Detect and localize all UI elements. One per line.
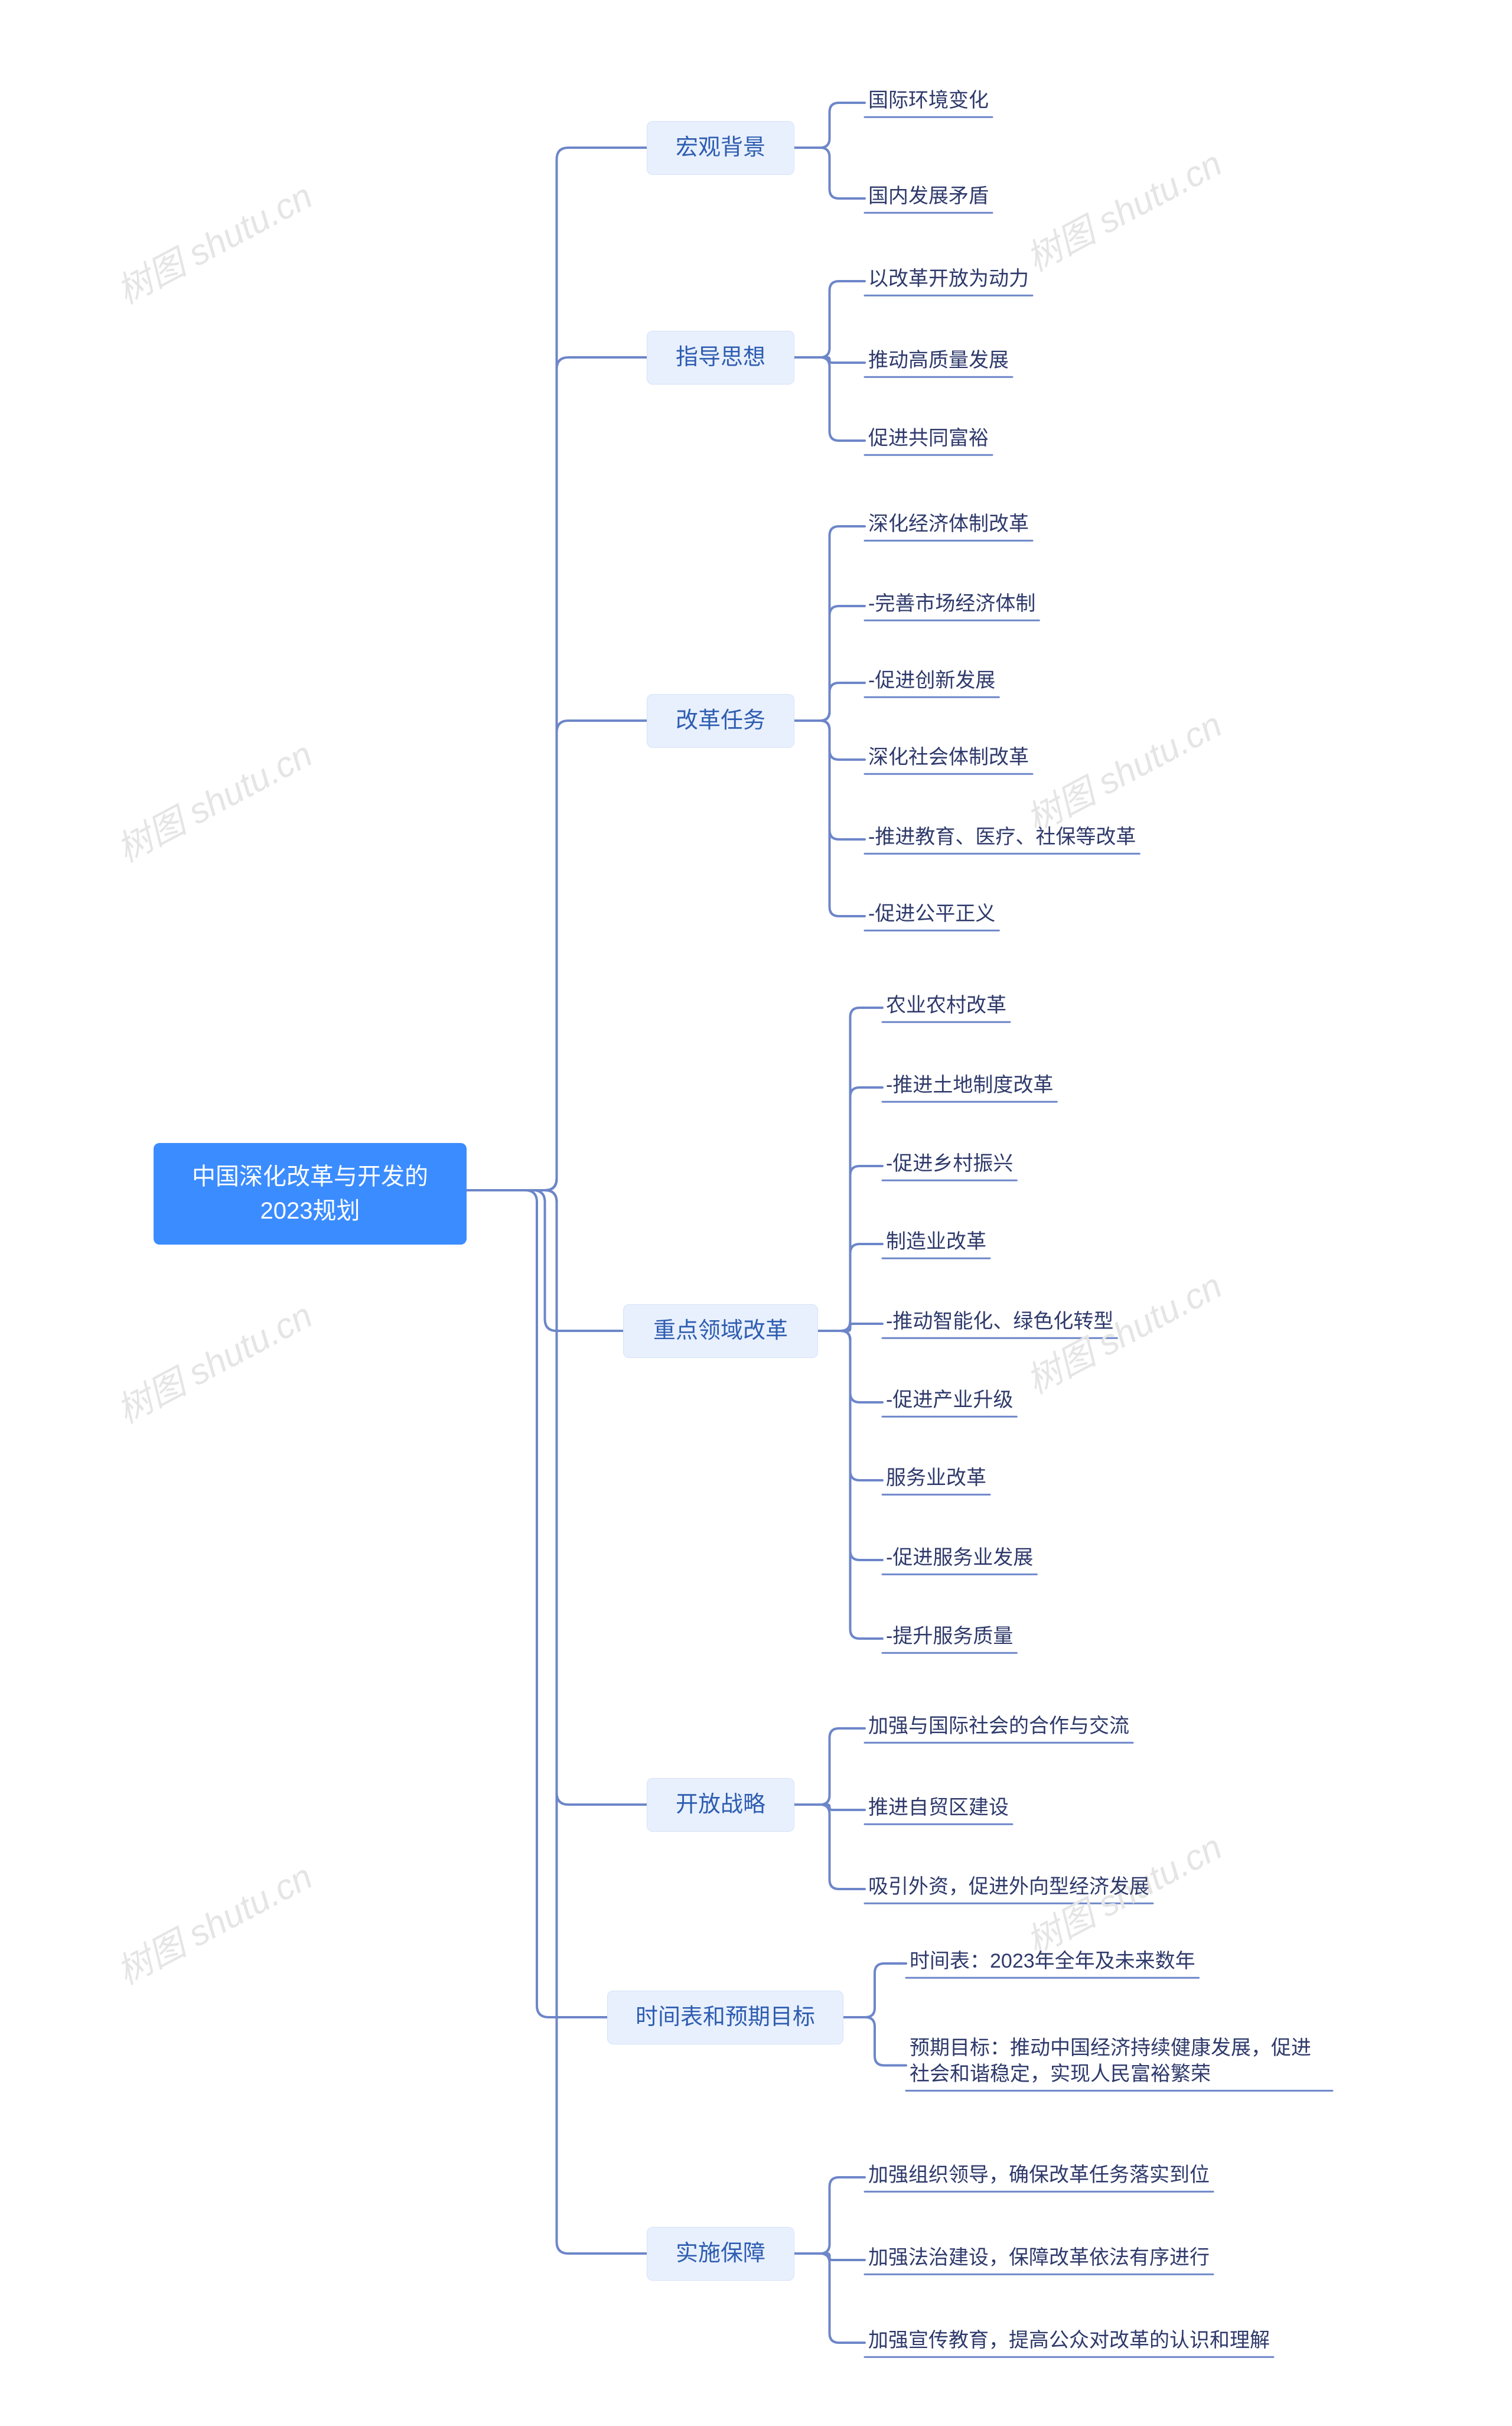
- mindmap-branch[interactable]: 指导思想: [647, 331, 794, 385]
- mindmap-branch[interactable]: 重点领域改革: [623, 1304, 818, 1358]
- mindmap-leaf[interactable]: 农业农村改革: [886, 992, 1006, 1018]
- mindmap-branch[interactable]: 实施保障: [647, 2227, 794, 2281]
- watermark: 树图 shutu.cn: [106, 1848, 320, 1994]
- mindmap-leaf[interactable]: -完善市场经济体制: [868, 591, 1035, 617]
- mindmap-branch[interactable]: 宏观背景: [647, 121, 794, 175]
- mindmap-leaf[interactable]: 以改革开放为动力: [868, 266, 1029, 292]
- mindmap-leaf[interactable]: 国内发展矛盾: [868, 183, 989, 209]
- watermark: 树图 shutu.cn: [1016, 696, 1230, 842]
- mindmap-leaf[interactable]: -促进公平正义: [868, 901, 995, 927]
- mindmap-root[interactable]: 中国深化改革与开发的2023规划: [154, 1143, 467, 1245]
- mindmap-leaf[interactable]: -促进创新发展: [868, 667, 995, 693]
- mindmap-leaf[interactable]: 推进自贸区建设: [868, 1795, 1009, 1821]
- mindmap-leaf[interactable]: 国际环境变化: [868, 87, 989, 113]
- mindmap-leaf[interactable]: -提升服务质量: [886, 1623, 1013, 1649]
- mindmap-leaf[interactable]: 制造业改革: [886, 1229, 986, 1255]
- mindmap-leaf[interactable]: 加强法治建设，保障改革依法有序进行: [868, 2245, 1210, 2271]
- mindmap-leaf[interactable]: 加强宣传教育，提高公众对改革的认识和理解: [868, 2327, 1270, 2353]
- mindmap-canvas: 树图 shutu.cn 树图 shutu.cn 树图 shutu.cn 树图 shut…: [0, 0, 1512, 2426]
- mindmap-branch[interactable]: 改革任务: [647, 694, 794, 748]
- mindmap-leaf[interactable]: 预期目标：推动中国经济持续健康发展，促进社会和谐稳定，实现人民富裕繁荣: [910, 2035, 1329, 2087]
- watermark: 树图 shutu.cn: [106, 168, 320, 314]
- mindmap-leaf[interactable]: 时间表：2023年全年及未来数年: [910, 1948, 1195, 1974]
- mindmap-branch[interactable]: 时间表和预期目标: [607, 1991, 843, 2044]
- mindmap-leaf[interactable]: 加强与国际社会的合作与交流: [868, 1713, 1129, 1739]
- mindmap-leaf[interactable]: -促进服务业发展: [886, 1545, 1033, 1571]
- mindmap-branch[interactable]: 开放战略: [647, 1778, 794, 1832]
- mindmap-leaf[interactable]: -促进产业升级: [886, 1387, 1013, 1413]
- mindmap-leaf[interactable]: 推动高质量发展: [868, 347, 1009, 373]
- mindmap-leaf[interactable]: 深化经济体制改革: [868, 511, 1029, 537]
- watermark: 树图 shutu.cn: [1016, 135, 1230, 281]
- mindmap-leaf[interactable]: 促进共同富裕: [868, 425, 989, 451]
- watermark: 树图 shutu.cn: [106, 726, 320, 872]
- mindmap-leaf[interactable]: 加强组织领导，确保改革任务落实到位: [868, 2162, 1210, 2188]
- mindmap-leaf[interactable]: 吸引外资，促进外向型经济发展: [868, 1874, 1149, 1900]
- mindmap-leaf[interactable]: 深化社会体制改革: [868, 744, 1029, 770]
- mindmap-leaf[interactable]: -推进教育、医疗、社保等改革: [868, 824, 1136, 850]
- mindmap-leaf[interactable]: -推进土地制度改革: [886, 1072, 1053, 1098]
- mindmap-leaf[interactable]: -促进乡村振兴: [886, 1151, 1013, 1177]
- mindmap-leaf[interactable]: -推动智能化、绿色化转型: [886, 1308, 1113, 1334]
- watermark: 树图 shutu.cn: [106, 1287, 320, 1433]
- mindmap-leaf[interactable]: 服务业改革: [886, 1465, 986, 1491]
